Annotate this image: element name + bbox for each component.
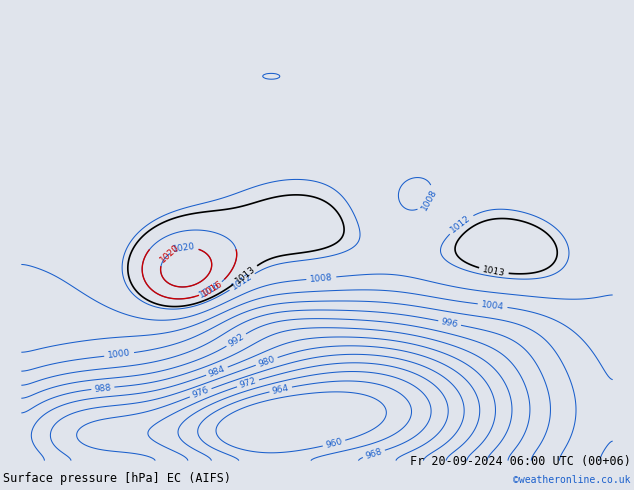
Text: 968: 968 <box>364 447 384 461</box>
Text: 1000: 1000 <box>107 349 131 360</box>
Text: 988: 988 <box>94 383 112 393</box>
Text: Fr 20-09-2024 06:00 UTC (00+06): Fr 20-09-2024 06:00 UTC (00+06) <box>410 455 631 468</box>
Text: 1004: 1004 <box>481 300 505 312</box>
Text: 1020: 1020 <box>172 242 196 254</box>
Text: 976: 976 <box>191 386 210 400</box>
Text: 1020: 1020 <box>158 243 181 265</box>
Text: 996: 996 <box>440 317 459 329</box>
Text: 992: 992 <box>226 332 246 348</box>
Text: 960: 960 <box>325 437 344 450</box>
Text: 1016: 1016 <box>197 281 222 300</box>
Text: 980: 980 <box>257 354 276 368</box>
Text: Surface pressure [hPa] EC (AIFS): Surface pressure [hPa] EC (AIFS) <box>3 472 231 485</box>
Text: ©weatheronline.co.uk: ©weatheronline.co.uk <box>514 475 631 485</box>
Text: 1012: 1012 <box>449 213 473 235</box>
Text: 972: 972 <box>238 376 257 390</box>
Text: 984: 984 <box>207 364 226 378</box>
Text: 1016: 1016 <box>200 279 224 298</box>
Text: 964: 964 <box>271 383 290 395</box>
Text: 1008: 1008 <box>419 187 438 212</box>
Text: 1013: 1013 <box>482 265 506 278</box>
Text: 1013: 1013 <box>233 265 257 286</box>
Text: 1012: 1012 <box>230 272 254 292</box>
Text: 1008: 1008 <box>309 273 333 284</box>
